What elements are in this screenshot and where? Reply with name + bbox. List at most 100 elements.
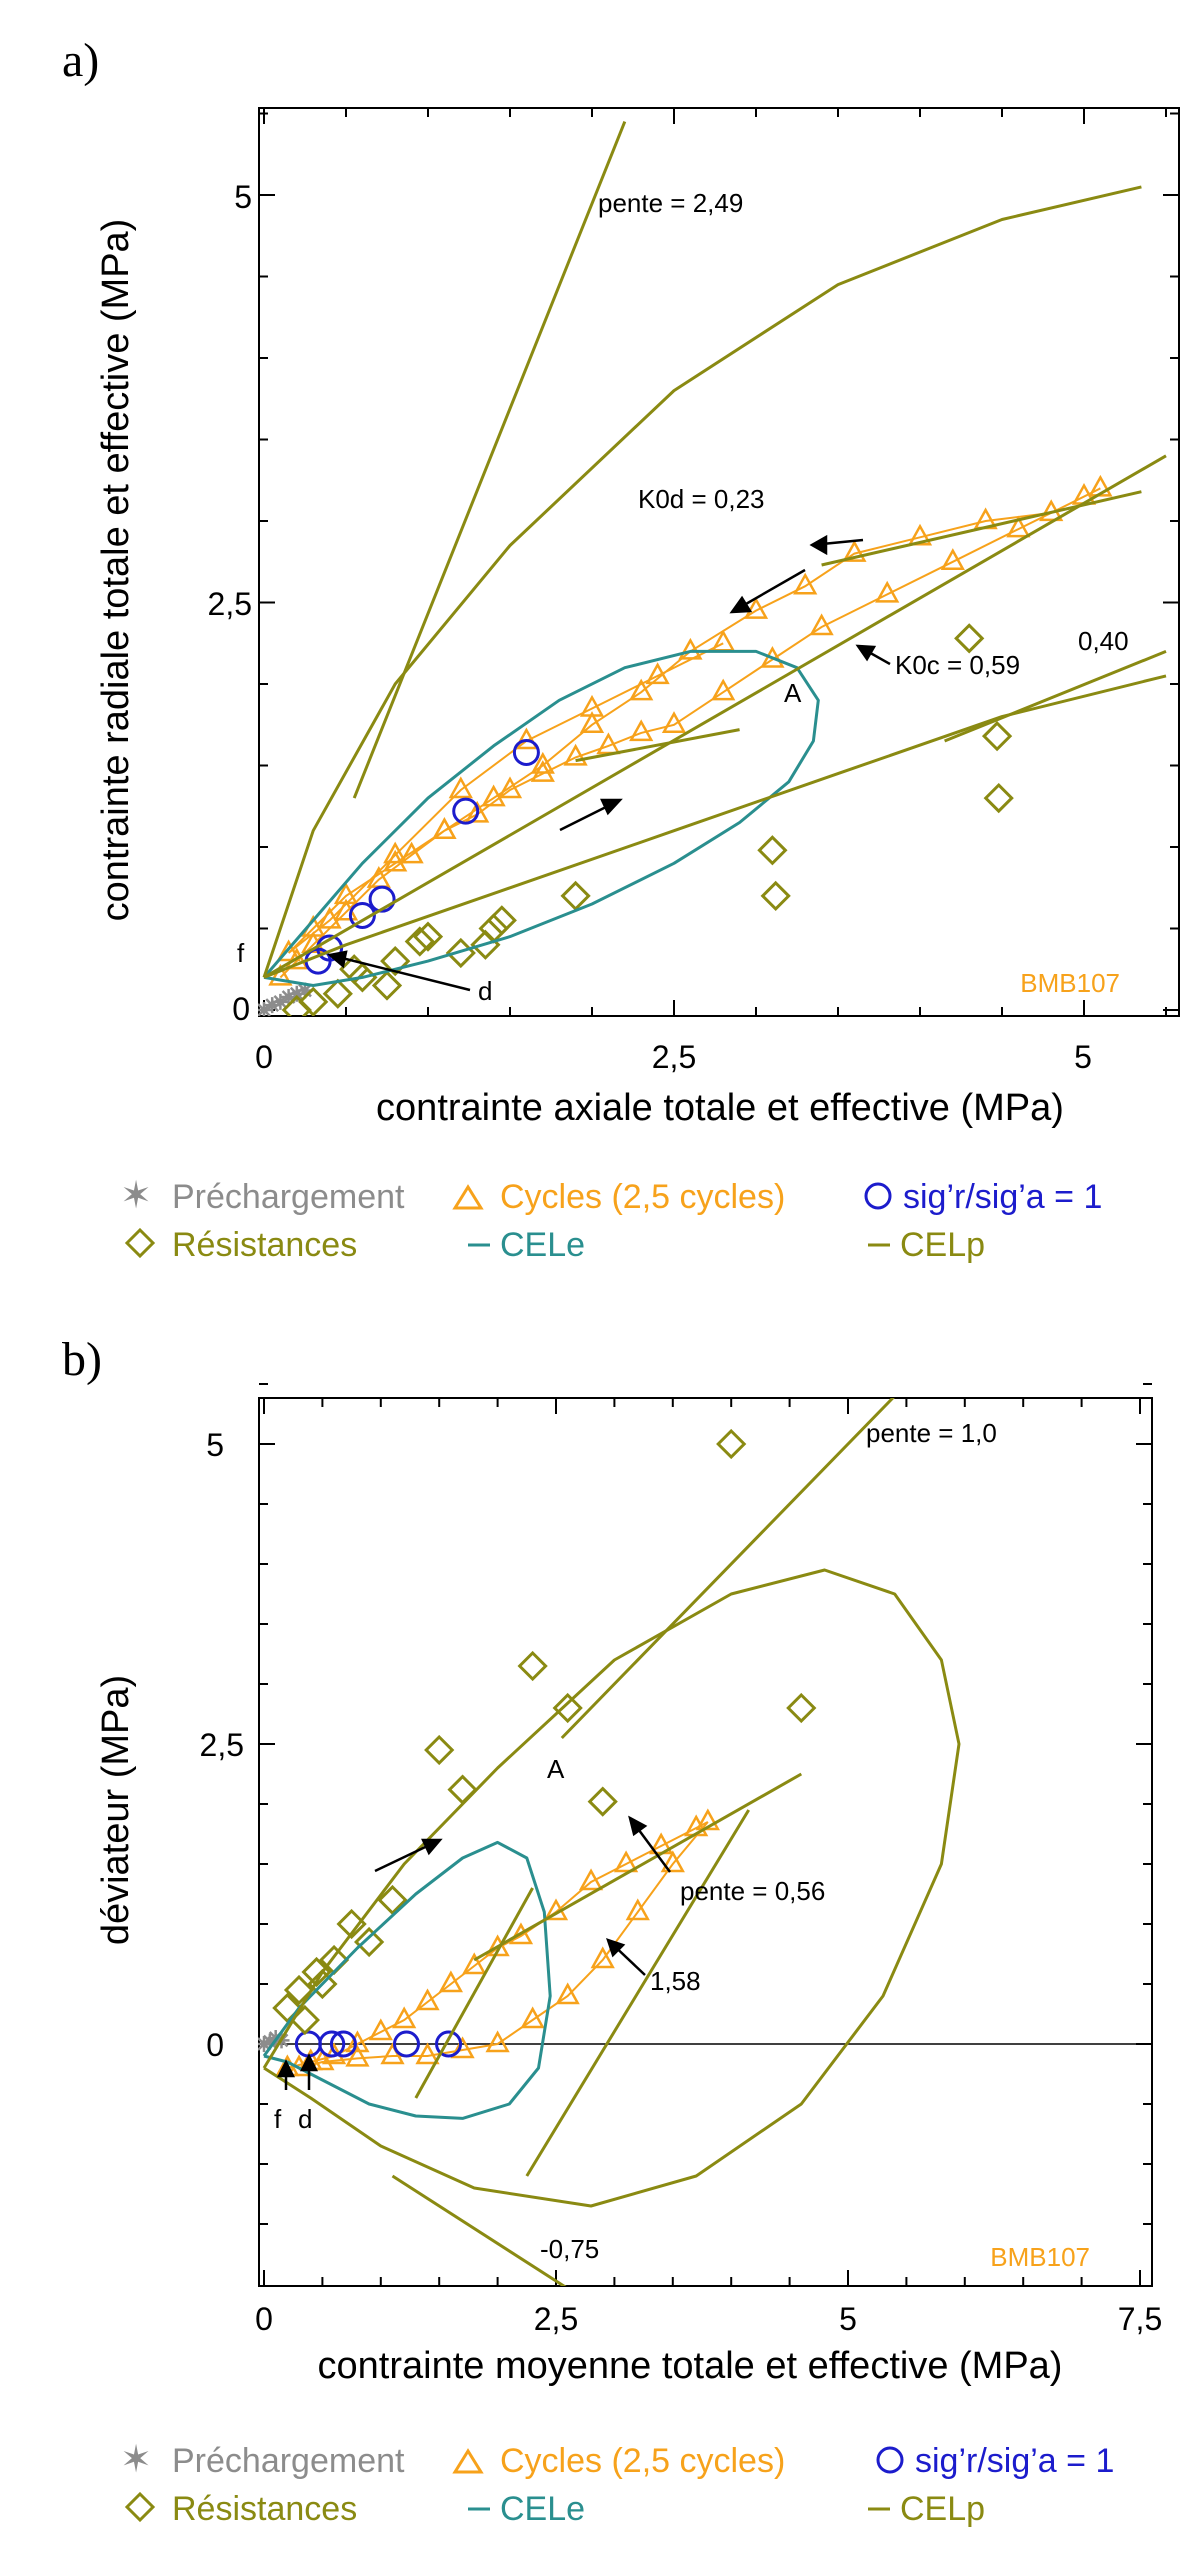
b-arrowhead-f (276, 2059, 296, 2078)
b-annot-pente1: pente = 1,0 (866, 1418, 997, 1448)
cycle-point (497, 776, 523, 799)
a-annot-pente: pente = 2,49 (598, 188, 743, 218)
precharge-point (272, 993, 289, 1010)
legend-a-cycles: Cycles (2,5 cycles) (452, 1178, 785, 1216)
b-arrowhead-158 (606, 1938, 626, 1958)
cycles-path (279, 487, 1101, 979)
legend-a-precharge-label: Préchargement (172, 1178, 405, 1216)
b-arrows (276, 1815, 672, 2090)
cycle-point (579, 711, 605, 733)
b-ytick-5: 5 (206, 1427, 224, 1463)
resistance-point (981, 721, 1013, 752)
cycle-point (415, 2042, 440, 2065)
cycle-point (399, 841, 424, 864)
cycle-point (508, 1922, 534, 1945)
legend-b-ratio: sig’r/sig’a = 1 (876, 2442, 1114, 2480)
resistance-point (517, 1650, 548, 1682)
cycle-point (530, 751, 555, 774)
resistance-point (353, 1926, 385, 1958)
cycle-point (268, 963, 293, 986)
series-line-10 (575, 728, 740, 763)
cycle-point (842, 540, 867, 562)
resistance-point (552, 1692, 583, 1724)
b-xtick-0: 0 (255, 2301, 273, 2337)
panel-a-plot (258, 121, 1167, 1016)
series-line-8 (352, 121, 627, 799)
a-arrowhead-lower (600, 798, 623, 816)
cycle-point (383, 841, 408, 864)
b-ylabel: déviateur (MPa) (95, 1675, 137, 1945)
cycle-point (415, 1988, 440, 2011)
resistance-point (380, 945, 411, 977)
cycle-point (645, 662, 670, 685)
resistance-point (339, 954, 370, 985)
resistance-point (307, 1968, 338, 2000)
a-arrowhead-upper (729, 595, 753, 614)
resistance-point (760, 880, 791, 912)
series-line-7 (263, 454, 1167, 979)
b-ytick-2-5: 2,5 (200, 1727, 244, 1763)
cycle-point (678, 637, 703, 660)
panel-a-frame (258, 107, 1180, 1017)
legend-a-cele: CELe (468, 1226, 585, 1264)
cycle-point (875, 580, 900, 603)
legend-b-precharge: ✶ Préchargement (120, 2439, 405, 2481)
a-annot-d: d (478, 976, 492, 1006)
panel-b-plot (258, 1398, 961, 2286)
legend-b: ✶ Préchargement Cycles (2,5 cycles) sig’… (120, 2439, 1114, 2528)
b-xtick-5: 5 (839, 2301, 857, 2337)
series-line-6 (560, 1398, 895, 1740)
cycle-point (392, 2006, 417, 2029)
resistance-point (716, 1428, 747, 1460)
a-xlabel: contrainte axiale totale et effective (M… (376, 1087, 1064, 1129)
cycle-point (462, 1952, 487, 1975)
series-line-9 (391, 2174, 567, 2286)
a-xtick-2-5: 2,5 (652, 1039, 696, 1075)
legend-b-resist-label: Résistances (172, 2490, 357, 2528)
cycle-point (760, 645, 785, 668)
cycle-point (448, 776, 473, 799)
a-arrowhead-d (327, 950, 348, 969)
b-sample-label: BMB107 (990, 2242, 1090, 2272)
cycle-point (520, 2006, 545, 2029)
b-annot-A: A (547, 1754, 565, 1784)
ratio-point (452, 797, 480, 825)
a-arrowhead-k0c (855, 644, 877, 662)
cycle-point (695, 1808, 720, 1831)
resistance-point (424, 1734, 455, 1766)
ratio-point (435, 2030, 463, 2058)
precharge-point (280, 988, 297, 1005)
a-annot-f: f (237, 938, 245, 968)
legend-a-cycles-label: Cycles (2,5 cycles) (500, 1178, 785, 1216)
resistance-point (283, 1974, 315, 2006)
resistance-point (486, 905, 517, 936)
cycle-point (514, 727, 539, 750)
legend-b-cycles-label: Cycles (2,5 cycles) (500, 2442, 785, 2480)
a-arrows (327, 534, 891, 992)
resistance-point (447, 1774, 478, 1805)
a-sample-label: BMB107 (1020, 968, 1120, 998)
legend-circle-icon (876, 2446, 904, 2474)
cycle-point (555, 1982, 580, 2005)
b-ytick-0: 0 (206, 2027, 224, 2063)
b-annot-158: 1,58 (650, 1966, 701, 1996)
precharge-point (264, 997, 281, 1014)
ratio-point (512, 738, 540, 766)
resistance-point (560, 880, 591, 912)
a-annot-k0d: K0d = 0,23 (638, 484, 765, 514)
b-annot-pente056: pente = 0,56 (680, 1876, 825, 1906)
cycle-point (485, 1934, 510, 1957)
cycle-point (450, 2036, 475, 2059)
cycle-point (563, 743, 588, 766)
b-arrowhead-d (299, 2053, 319, 2072)
cycle-point (345, 2030, 370, 2053)
cycle-point (629, 719, 654, 742)
precharge-point (288, 985, 305, 1002)
cycle-point (590, 1946, 615, 1969)
cycle-point (368, 2018, 393, 2041)
resistance-point (786, 1692, 817, 1724)
cycle-point (485, 2030, 510, 2053)
resistance-point (404, 926, 435, 957)
cycle-point (579, 694, 605, 717)
a-ytick-2-5: 2,5 (208, 586, 252, 622)
